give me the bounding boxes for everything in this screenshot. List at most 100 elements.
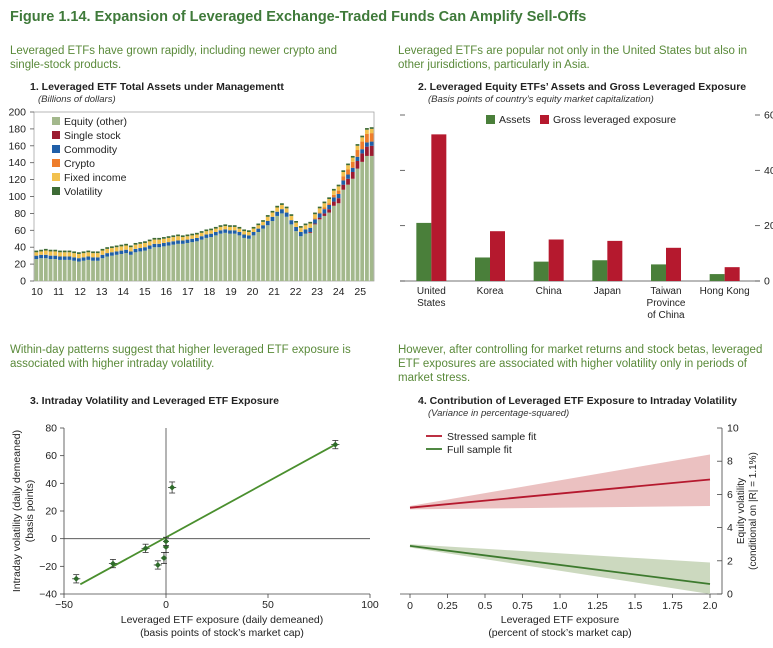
y-tick-label: 0 (20, 276, 26, 288)
bar-segment (124, 245, 128, 250)
caption-panel-1: Leveraged ETFs have grown rapidly, inclu… (10, 45, 338, 71)
y-tick-label: 6 (727, 489, 733, 501)
bar-segment (322, 203, 327, 208)
bar-segment (317, 208, 322, 213)
x-axis-title: Leveraged ETF exposure (501, 614, 620, 626)
bar-segment (143, 242, 147, 248)
bar-segment (204, 237, 209, 281)
bar-segment (185, 236, 190, 240)
bar-segment (313, 219, 317, 224)
bar-segment (355, 150, 360, 157)
bar-segment (218, 226, 223, 231)
category-label: China (536, 286, 563, 297)
bar-segment (128, 254, 133, 281)
bar-segment (58, 256, 62, 260)
y-tick-label: 2 (727, 555, 733, 567)
category-label: Korea (477, 286, 504, 297)
bar-segment (242, 229, 247, 232)
bar-segment (355, 161, 360, 169)
bar-segment (270, 221, 275, 281)
bar-segment (62, 250, 67, 253)
bar-segment (185, 239, 190, 243)
bar-segment (161, 238, 166, 243)
bar-segment (284, 216, 289, 281)
bar-segment (53, 251, 58, 256)
bar-segment (48, 249, 53, 252)
bar-segment (341, 189, 346, 281)
bar-segment (67, 256, 72, 260)
x-tick-label: 0.25 (437, 600, 458, 612)
bar-segment (213, 231, 218, 236)
scatter-point (154, 561, 161, 568)
bar-segment (232, 233, 237, 281)
legend-swatch (52, 173, 60, 181)
bar-segment (303, 223, 308, 226)
bar-segment (34, 255, 39, 260)
bar-segment (303, 233, 308, 281)
y-tick-label: 60 (764, 110, 773, 122)
bar-segment (81, 257, 86, 261)
y-tick-label: 20 (45, 506, 57, 518)
bar-segment (119, 253, 124, 281)
bar-segment (317, 212, 322, 214)
bar-segment (161, 242, 166, 247)
bar-segment (105, 248, 110, 254)
panel4-units: (Variance in percentage-squared) (428, 408, 570, 419)
bar-segment (218, 225, 223, 227)
bar-segment (275, 207, 280, 212)
x-tick-label: 19 (225, 286, 237, 298)
bar-segment (275, 205, 280, 208)
bar-segment (119, 250, 124, 254)
bar-segment (275, 215, 280, 281)
bar-segment (346, 178, 350, 185)
bar-segment (114, 247, 119, 252)
bar-segment (246, 235, 251, 239)
bar-segment (133, 242, 138, 245)
bar-segment (91, 251, 95, 254)
x-tick-label: 24 (333, 286, 345, 298)
bar-segment (322, 213, 327, 216)
bar-segment (346, 169, 350, 175)
legend-label: Gross leveraged exposure (553, 114, 676, 126)
bar-segment (346, 184, 350, 281)
bar-segment (280, 209, 284, 214)
bar-segment (180, 237, 185, 241)
bar-segment (110, 252, 114, 256)
bar-segment (176, 240, 180, 244)
category-label: of China (647, 310, 685, 321)
fit-line (79, 443, 336, 586)
bar-segment (350, 178, 355, 281)
bar-segment (119, 246, 124, 251)
y-tick-label: 180 (8, 123, 26, 135)
bar-segment (161, 237, 166, 239)
x-tick-label: 17 (182, 286, 194, 298)
bar-segment (176, 243, 180, 281)
bar-segment (317, 213, 322, 218)
bar-segment (242, 231, 247, 235)
bar-segment (209, 237, 213, 281)
panel3-title: 3. Intraday Volatility and Leveraged ETF… (30, 395, 279, 407)
bar-segment (313, 218, 317, 220)
y-tick-label: 200 (8, 107, 26, 119)
bar-segment (72, 251, 77, 254)
bar-segment (237, 228, 242, 232)
bar-segment (53, 255, 58, 260)
bar-segment (43, 258, 48, 281)
bar-segment (76, 258, 81, 262)
x-tick-label: 11 (53, 286, 64, 298)
bar-segment (294, 226, 298, 232)
bar-segment (251, 235, 256, 281)
bar-segment (81, 253, 86, 258)
y-tick-label: 10 (727, 423, 739, 435)
bar-segment (270, 216, 275, 222)
bar-segment (327, 197, 332, 200)
bar-segment (365, 146, 369, 156)
legend-label: Assets (499, 114, 531, 126)
bar-segment (199, 231, 204, 233)
bar-segment (251, 231, 256, 236)
bar-segment (114, 245, 119, 248)
bar-segment (124, 243, 128, 246)
legend-label: Fixed income (64, 172, 127, 184)
x-tick-label: 0 (407, 600, 413, 612)
